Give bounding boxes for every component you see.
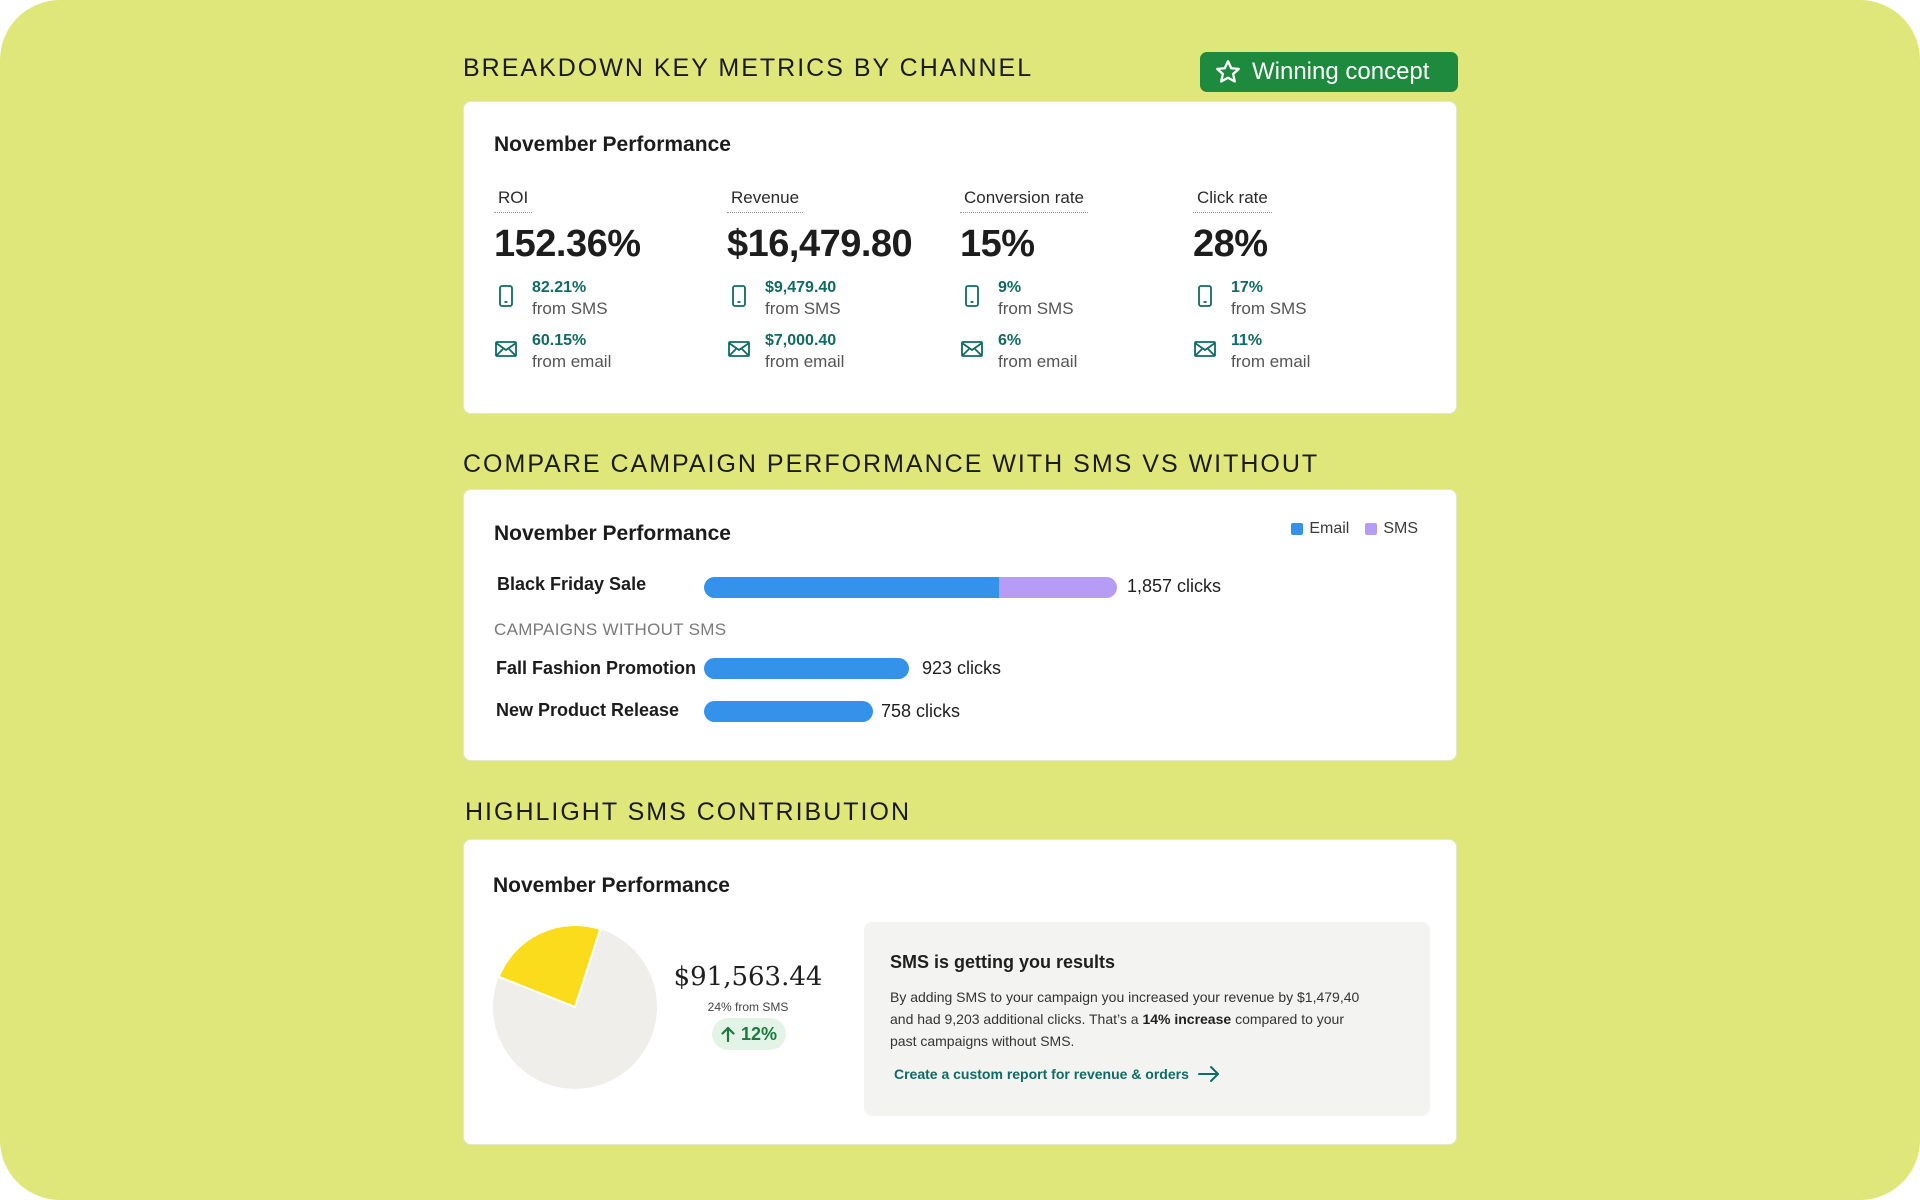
envelope-icon: [728, 341, 750, 357]
campaign-name: New Product Release: [496, 700, 680, 720]
legend-swatch-email: [1291, 523, 1304, 535]
sms-results-panel: SMS is getting you results By adding SMS…: [864, 922, 1430, 1116]
card-title: November Performance: [493, 874, 730, 897]
legend-label: Email: [1309, 520, 1350, 537]
card-title: November Performance: [494, 133, 731, 156]
legend-swatch-sms: [1365, 523, 1378, 535]
badge-label: Winning concept: [1252, 58, 1430, 85]
campaign-bar: [704, 577, 1117, 598]
metric-label[interactable]: ROI: [494, 188, 533, 213]
phone-icon: [1198, 285, 1212, 307]
custom-report-link[interactable]: Create a custom report for revenue & ord…: [894, 1064, 1221, 1084]
chart-legend: Email SMS: [1291, 520, 1418, 538]
sms-value: 82.21%: [532, 279, 587, 296]
sms-breakdown: 17% from SMS: [1193, 278, 1413, 319]
phone-icon: [499, 285, 513, 307]
email-breakdown: 11% from email: [1193, 331, 1413, 372]
metric-value: 15%: [960, 223, 1035, 265]
panel-body-text-end: compared to your past campaigns without …: [890, 1011, 1345, 1049]
pie-slice-sms: [497, 924, 602, 1009]
arrow-up-icon: [721, 1026, 735, 1042]
sms-value: $9,479.40: [765, 279, 837, 296]
star-icon: [1216, 60, 1240, 83]
envelope-icon: [961, 341, 983, 357]
phone-icon: [732, 285, 746, 307]
email-value: 6%: [998, 332, 1022, 349]
contribution-card: November Performance $91,563.44 24% from…: [463, 839, 1457, 1145]
bar-segment-email: [704, 701, 873, 722]
link-label: Create a custom report for revenue & ord…: [894, 1066, 1189, 1082]
section-heading-breakdown: BREAKDOWN KEY METRICS BY CHANNEL: [463, 54, 1034, 82]
total-revenue-amount: $91,563.44: [673, 962, 823, 992]
sms-text: from SMS: [532, 299, 608, 318]
sms-share-pie-chart: [493, 924, 657, 1089]
phone-icon: [965, 285, 979, 307]
metric-label[interactable]: Revenue: [727, 188, 804, 213]
campaign-clicks: 758 clicks: [881, 701, 961, 721]
metric-value: $16,479.80: [727, 223, 913, 265]
campaign-clicks: 923 clicks: [922, 658, 1002, 678]
growth-value: 12%: [740, 1023, 778, 1044]
sms-breakdown: 82.21% from SMS: [494, 278, 714, 319]
panel-body-highlight: 14% increase: [1142, 1011, 1232, 1027]
compare-card: November Performance Email SMS Black Fri…: [463, 489, 1457, 761]
sms-breakdown: $9,479.40 from SMS: [727, 278, 947, 319]
bar-segment-email: [704, 658, 909, 679]
email-value: $7,000.40: [765, 332, 837, 349]
legend-item-email: Email: [1291, 520, 1349, 538]
email-text: from email: [765, 352, 845, 371]
campaign-name: Fall Fashion Promotion: [496, 658, 697, 678]
metric-click-rate: Click rate 28% 17% from SMS 11% from email: [1193, 188, 1413, 372]
metric-label[interactable]: Click rate: [1193, 188, 1272, 213]
bar-segment-sms: [999, 577, 1117, 598]
section-heading-compare: COMPARE CAMPAIGN PERFORMANCE WITH SMS VS…: [463, 450, 1320, 478]
metric-value: 28%: [1193, 223, 1268, 265]
legend-label: SMS: [1383, 520, 1418, 537]
email-breakdown: 6% from email: [960, 331, 1180, 372]
metric-roi: ROI 152.36% 82.21% from SMS 60.15% from em…: [494, 188, 714, 372]
email-text: from email: [998, 352, 1078, 371]
growth-badge: 12%: [712, 1018, 786, 1050]
campaign-bar: [704, 658, 909, 679]
arrow-right-icon: [1197, 1066, 1219, 1082]
panel-body: By adding SMS to your campaign you incre…: [890, 986, 1360, 1052]
envelope-icon: [495, 341, 517, 357]
metrics-card: November Performance ROI 152.36% 82.21% f…: [463, 101, 1457, 414]
campaign-name: Black Friday Sale: [497, 574, 647, 594]
sms-text: from SMS: [998, 299, 1074, 318]
bar-segment-email: [704, 577, 999, 598]
sms-share-text: 24% from SMS: [707, 1000, 789, 1014]
sms-text: from SMS: [1231, 299, 1307, 318]
sms-text: from SMS: [765, 299, 841, 318]
panel-title: SMS is getting you results: [890, 952, 1116, 972]
metric-conversion-rate: Conversion rate 15% 9% from SMS 6% from em…: [960, 188, 1180, 372]
section-heading-highlight: HIGHLIGHT SMS CONTRIBUTION: [465, 798, 912, 826]
campaign-bar: [704, 701, 873, 722]
sms-value: 17%: [1231, 279, 1264, 296]
campaign-clicks: 1,857 clicks: [1127, 576, 1222, 596]
card-title: November Performance: [494, 522, 731, 545]
envelope-icon: [1194, 341, 1216, 357]
sms-value: 9%: [998, 279, 1022, 296]
metric-value: 152.36%: [494, 223, 641, 265]
email-breakdown: 60.15% from email: [494, 331, 714, 372]
metric-revenue: Revenue $16,479.80 $9,479.40 from SMS $7,…: [727, 188, 947, 372]
sms-breakdown: 9% from SMS: [960, 278, 1180, 319]
legend-item-sms: SMS: [1365, 520, 1418, 538]
winning-concept-badge: Winning concept: [1200, 52, 1458, 92]
email-text: from email: [532, 352, 612, 371]
email-text: from email: [1231, 352, 1311, 371]
metric-label[interactable]: Conversion rate: [960, 188, 1089, 213]
panel-body-text: By adding SMS to your campaign you incre…: [890, 989, 1360, 1027]
email-value: 60.15%: [532, 332, 587, 349]
campaigns-without-sms-heading: CAMPAIGNS WITHOUT SMS: [494, 620, 727, 639]
email-breakdown: $7,000.40 from email: [727, 331, 947, 372]
email-value: 11%: [1231, 332, 1263, 349]
